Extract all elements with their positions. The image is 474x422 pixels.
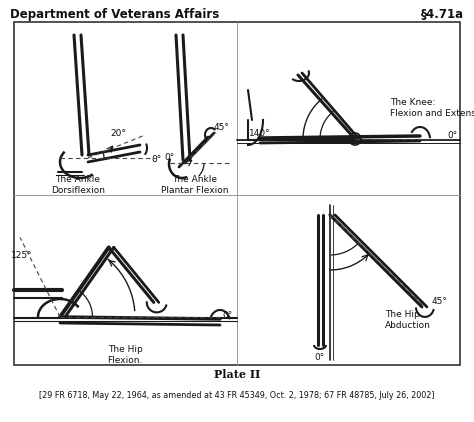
Text: Plate II: Plate II [214,370,260,381]
Text: 0°: 0° [165,154,175,162]
Text: 140°: 140° [249,129,271,138]
Text: The Ankle
Plantar Flexion: The Ankle Plantar Flexion [161,175,229,195]
Text: Department of Veterans Affairs: Department of Veterans Affairs [10,8,219,21]
Text: The Hip
Flexion.: The Hip Flexion. [107,345,143,365]
Text: 0°: 0° [315,354,325,362]
Text: §4.71a: §4.71a [421,8,464,21]
Text: 45°: 45° [432,298,448,306]
Bar [14,22,460,365]
Text: 0°: 0° [223,311,233,319]
Text: 0°: 0° [448,130,458,140]
Text: [29 FR 6718, May 22, 1964, as amended at 43 FR 45349, Oct. 2, 1978; 67 FR 48785,: [29 FR 6718, May 22, 1964, as amended at… [39,390,435,400]
Text: 20°: 20° [110,129,126,138]
Text: The Ankle
Dorsiflexion: The Ankle Dorsiflexion [51,175,105,195]
Text: The Hip
Abduction: The Hip Abduction [385,310,431,330]
Text: The Knee:
Flexion and Extension: The Knee: Flexion and Extension [390,98,474,118]
Text: 45°: 45° [214,124,230,133]
Text: 0°: 0° [152,155,162,165]
Text: 125°: 125° [11,251,33,260]
